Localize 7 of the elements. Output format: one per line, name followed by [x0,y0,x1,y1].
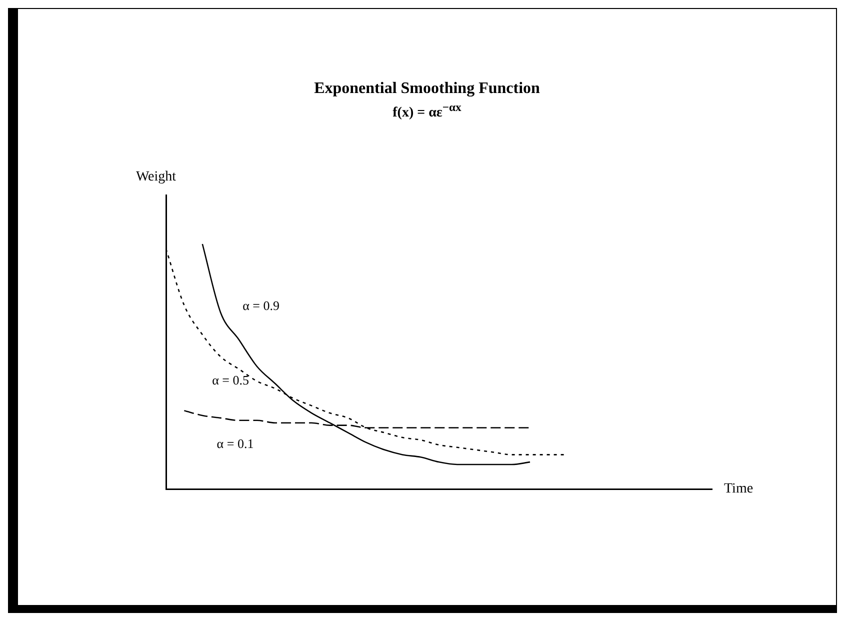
x-axis-title: Time [724,482,754,497]
series-label: α = 0.9 [242,298,280,314]
y-axis-title: Weight [136,170,176,185]
chart-subtitle: f(x) = αε$^{−αx}$ [392,100,462,123]
chart-title: Exponential Smoothing Function [313,79,541,98]
series-label: α = 0.5 [212,372,249,388]
series-label: α = 0.1 [216,436,254,451]
